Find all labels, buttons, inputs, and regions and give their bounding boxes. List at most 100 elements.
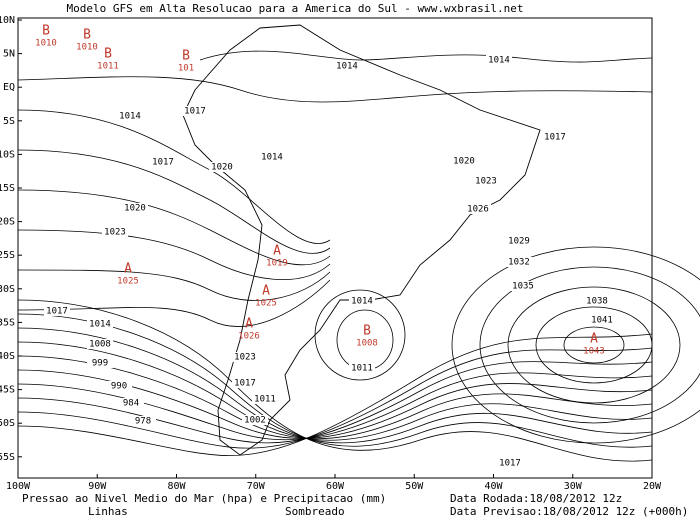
center-letter: A — [245, 317, 253, 332]
isobars — [17, 50, 700, 462]
center-value: 1025 — [255, 299, 277, 309]
center-letter: A — [262, 284, 270, 299]
lat-label: 5N — [3, 49, 15, 60]
center-letter: B — [42, 24, 50, 39]
center-value: 1026 — [238, 332, 260, 342]
isobar-line — [507, 286, 681, 404]
isobar-line — [199, 50, 653, 63]
isobar-label: 999 — [92, 359, 108, 369]
isobar-label-bg — [334, 61, 360, 71]
isobar-label-bg — [232, 378, 258, 388]
isobar-line — [535, 306, 653, 384]
isobar-line — [17, 269, 331, 301]
isobar-label-bg — [259, 152, 285, 162]
isobar-label: 1020 — [124, 204, 146, 214]
isobar-label: 1017 — [184, 107, 206, 117]
center-letter: A — [273, 244, 281, 259]
isobar-label: 1023 — [475, 177, 497, 187]
center-letter: B — [104, 47, 112, 62]
isobar-label: 1020 — [453, 157, 475, 167]
isobar-line — [17, 347, 653, 449]
isobar-label: 1041 — [591, 316, 613, 326]
center-value: 1019 — [266, 259, 288, 269]
isobar-line — [17, 333, 653, 457]
isobar-label-bg — [232, 352, 258, 362]
footer-shaded: Sombreado — [285, 505, 345, 518]
isobar-label-bg — [486, 55, 512, 65]
footer-run-date: Data Rodada:18/08/2012 12z — [450, 492, 622, 505]
isobar-label: 1029 — [508, 237, 530, 247]
isobar-label: 984 — [123, 399, 139, 409]
isobar-label-bg — [106, 381, 132, 391]
center-value: 1008 — [356, 339, 378, 349]
center-value: 1010 — [35, 39, 57, 49]
center-value: 1043 — [583, 347, 605, 357]
isobar-label-bg — [102, 227, 128, 237]
center-letter: B — [83, 28, 91, 43]
isobar-line — [17, 76, 653, 103]
isobar-label: 1032 — [508, 258, 530, 268]
center-letter: A — [590, 332, 598, 347]
center-value: 1010 — [76, 43, 98, 53]
isobar-label: 1023 — [104, 228, 126, 238]
isobar-label: 1017 — [46, 307, 68, 317]
center-value: 101 — [178, 64, 194, 74]
isobar-label: 1035 — [512, 282, 534, 292]
isobar-label-bg — [510, 281, 536, 291]
isobar-label: 1014 — [89, 320, 111, 330]
isobar-label: 990 — [111, 382, 127, 392]
isobar-line — [479, 266, 700, 424]
isobar-label-bg — [252, 394, 278, 404]
isobar-label-bg — [584, 296, 610, 306]
lon-label: 70W — [247, 481, 266, 492]
isobar-label: 1020 — [211, 163, 233, 173]
title: Modelo GFS em Alta Resolucao para a Amer… — [67, 2, 524, 15]
isobar-label-bg — [87, 339, 113, 349]
lon-label: 80W — [167, 481, 186, 492]
isobar-label: 1014 — [336, 62, 358, 72]
isobar-label-bg — [150, 157, 176, 167]
isobar-label-bg — [44, 306, 70, 316]
lon-label: 90W — [88, 481, 107, 492]
isobar-line — [17, 149, 331, 254]
isobar-line — [17, 355, 653, 440]
isobar-label: 1017 — [234, 379, 256, 389]
isobar-label: 1014 — [488, 56, 510, 66]
center-value: 1011 — [97, 62, 119, 72]
lat-label: 35S — [0, 317, 15, 328]
isobar-label: 1014 — [261, 153, 283, 163]
isobar-label: 1011 — [254, 395, 276, 405]
isobar-line — [17, 109, 331, 244]
isobar-label: 1011 — [351, 364, 373, 374]
lon-label: 30W — [564, 481, 583, 492]
isobar-label-bg — [451, 156, 477, 166]
isobar-label-bg — [473, 176, 499, 186]
lat-label: 40S — [0, 351, 15, 362]
center-letter: B — [363, 324, 371, 339]
isobar-label: 1014 — [351, 297, 373, 307]
lat-label: 25S — [0, 250, 15, 261]
isobar-label-bg — [209, 162, 235, 172]
lat-label: 10S — [0, 149, 15, 160]
isobar-label-bg — [465, 204, 491, 214]
isobar-line — [17, 189, 331, 266]
center-value: 1025 — [117, 277, 139, 287]
center-letter: A — [124, 262, 132, 277]
isobar-label-bg — [349, 363, 375, 373]
isobar-label-bg — [118, 398, 144, 408]
lat-label: 20S — [0, 217, 15, 228]
isobar-line — [17, 369, 653, 439]
isobar-line — [451, 246, 700, 444]
lon-label: 50W — [405, 481, 424, 492]
lat-label: 15S — [0, 183, 15, 194]
isobar-line — [17, 327, 653, 444]
isobar-label-bg — [497, 458, 523, 468]
isobar-label: 1026 — [467, 205, 489, 215]
isobar-label: 1014 — [119, 112, 141, 122]
lat-label: 5S — [3, 116, 15, 127]
lat-label: 10N — [0, 15, 15, 26]
coastline — [182, 24, 541, 456]
lat-label: 45S — [0, 385, 15, 396]
isobar-label-bg — [87, 319, 113, 329]
